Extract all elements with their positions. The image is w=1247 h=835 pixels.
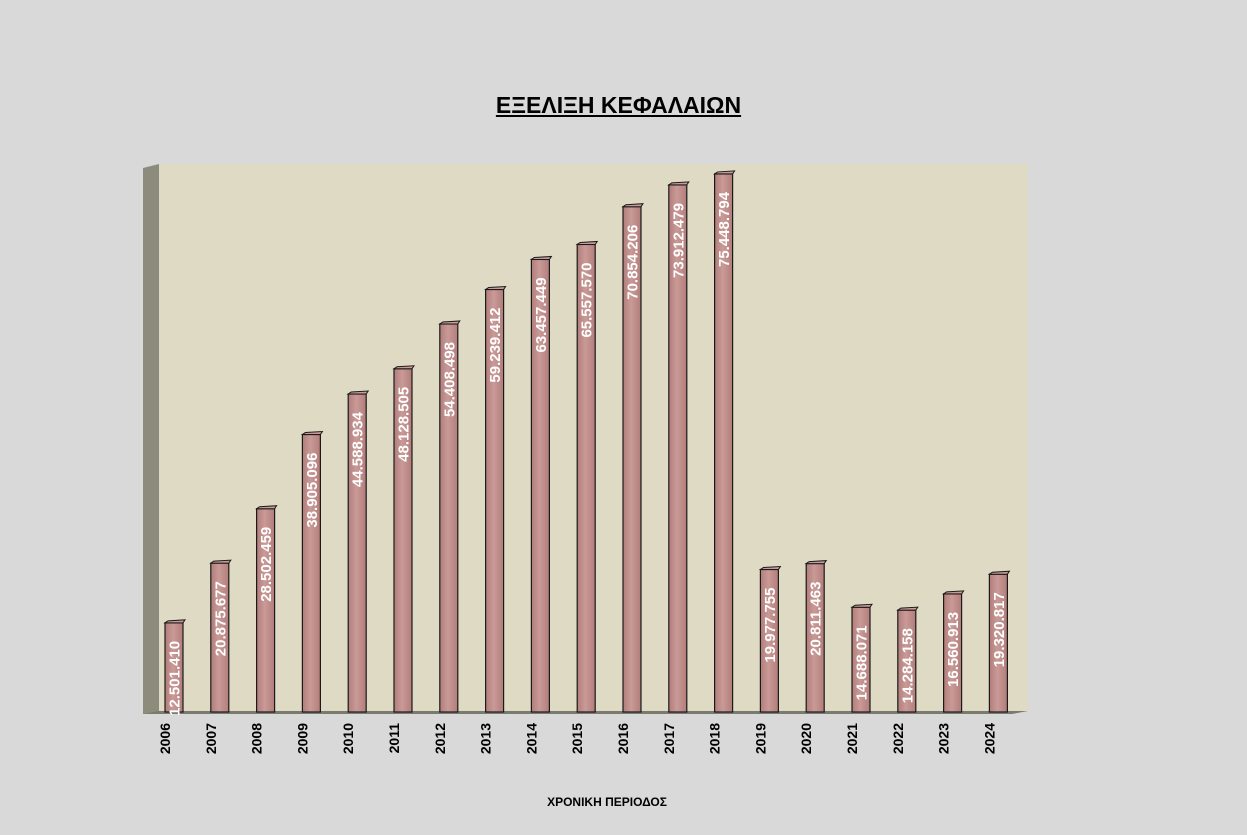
- x-tick-2015: 2015: [569, 723, 585, 754]
- x-tick-2009: 2009: [294, 723, 310, 754]
- bar-cap-2021: [850, 603, 873, 608]
- bar-value-label-2023: 16.560.913: [945, 612, 962, 687]
- bar-cap-2012: [438, 320, 461, 325]
- x-tick-2022: 2022: [890, 723, 906, 754]
- x-tick-2019: 2019: [752, 723, 768, 754]
- bar-value-label-2008: 28.502.459: [258, 527, 275, 602]
- bar-cap-2022: [896, 606, 919, 611]
- bar-value-label-2024: 19.320.817: [991, 592, 1008, 667]
- x-tick-2023: 2023: [936, 723, 952, 754]
- bar-value-label-2013: 59.239.412: [487, 308, 504, 383]
- bar-value-label-2015: 65.557.570: [579, 262, 596, 337]
- x-tick-2011: 2011: [386, 723, 402, 754]
- bar-value-label-2007: 20.875.677: [212, 581, 229, 656]
- bar-value-label-2018: 75.448.794: [716, 191, 733, 267]
- bar-cap-2023: [941, 590, 965, 595]
- data-labels-group: 12.501.410 20.875.677 28.502.459 38.905.096…: [167, 191, 1008, 716]
- bar-cap-2007: [209, 559, 232, 564]
- x-tick-2010: 2010: [340, 723, 356, 754]
- x-tick-2016: 2016: [615, 723, 631, 754]
- bar-cap-2013: [483, 285, 507, 291]
- x-tick-2017: 2017: [661, 723, 677, 754]
- bar-cap-2016: [621, 203, 644, 208]
- bar-cap-2014: [529, 255, 553, 260]
- x-axis-title: ΧΡΟΝΙΚΗ ΠΕΡΙΟΔΟΣ: [547, 795, 667, 809]
- bar-value-label-2020: 20.811.463: [808, 582, 825, 656]
- bar-cap-2017: [667, 181, 690, 186]
- bar-value-label-2011: 48.128.505: [396, 387, 413, 462]
- bar-cap-2024: [987, 570, 1011, 575]
- bar-value-label-2022: 14.284.158: [899, 628, 916, 703]
- x-tick-2024: 2024: [981, 723, 997, 754]
- x-tick-2013: 2013: [478, 723, 494, 754]
- bar-cap-2010: [346, 390, 370, 395]
- bar-cap-2018: [712, 170, 736, 175]
- chart-title: ΕΞΕΛΙΞΗ ΚΕΦΑΛΑΙΩΝ: [495, 92, 742, 118]
- bar-cap-2006: [163, 619, 186, 624]
- bar-cap-2008: [254, 505, 278, 510]
- bar-value-label-2009: 38.905.096: [304, 453, 321, 528]
- bar-cap-2015: [575, 240, 599, 245]
- bar-value-label-2014: 63.457.449: [533, 277, 550, 352]
- chart-side-wall: [143, 164, 159, 714]
- bar-value-label-2006: 12.501.410: [167, 641, 184, 716]
- x-tick-2020: 2020: [798, 723, 814, 754]
- bar-value-label-2021: 14.688.071: [854, 625, 871, 700]
- bar-cap-2011: [392, 365, 415, 370]
- bar-cap-2020: [804, 560, 828, 565]
- bar-value-label-2017: 73.912.479: [670, 203, 687, 278]
- x-tick-2021: 2021: [844, 723, 860, 754]
- bar-cap-2009: [300, 430, 324, 436]
- bar-value-label-2010: 44.588.934: [350, 411, 367, 487]
- bars-group: [163, 170, 1011, 713]
- x-tick-2008: 2008: [249, 723, 265, 754]
- bar-cap-2019: [758, 565, 782, 571]
- bar-value-label-2019: 19.977.755: [762, 588, 779, 663]
- x-tick-2006: 2006: [157, 723, 173, 754]
- x-tick-2012: 2012: [432, 723, 448, 754]
- bar-value-label-2012: 54.408.498: [441, 342, 458, 417]
- x-tick-2014: 2014: [523, 723, 539, 754]
- x-tick-2018: 2018: [707, 723, 723, 754]
- x-tick-2007: 2007: [203, 723, 219, 754]
- bar-value-label-2016: 70.854.206: [625, 225, 642, 300]
- x-tick-labels-group: 2006 2007 2008 2009 2010 2011 2012 2013 2014 2015…: [157, 723, 997, 754]
